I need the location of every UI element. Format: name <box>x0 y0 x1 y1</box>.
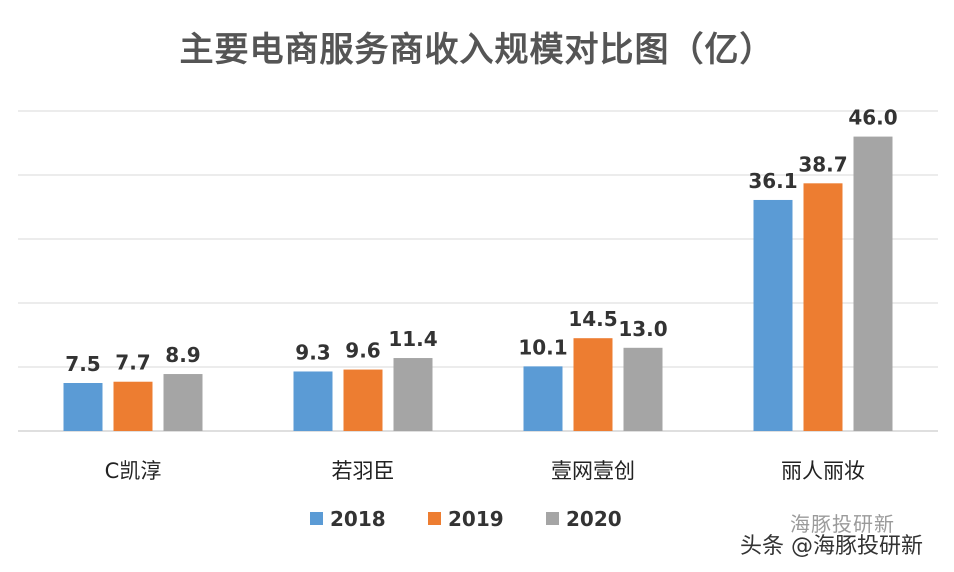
category-label: 丽人丽妆 <box>781 459 865 483</box>
watermark-ghost: 海豚投研新 <box>790 512 895 536</box>
data-label: 7.5 <box>65 352 100 376</box>
data-label: 13.0 <box>618 317 667 341</box>
category-label: C凯淳 <box>105 459 162 483</box>
data-label: 9.6 <box>345 339 380 363</box>
bar-2019-2 <box>573 338 613 431</box>
data-label: 46.0 <box>848 106 897 130</box>
legend-swatch <box>546 512 559 525</box>
bar-2019-1 <box>343 369 383 431</box>
category-label: 若羽臣 <box>332 459 395 483</box>
data-label: 36.1 <box>748 169 797 193</box>
legend-label: 2019 <box>448 507 504 531</box>
bar-2019-0 <box>113 381 153 431</box>
data-label: 14.5 <box>568 307 617 331</box>
chart-title: 主要电商服务商收入规模对比图（亿） <box>179 30 775 70</box>
watermark: 头条 @海豚投研新 <box>740 534 923 559</box>
bar-2019-3 <box>803 183 843 431</box>
legend-label: 2020 <box>566 507 622 531</box>
data-label: 7.7 <box>115 351 150 375</box>
bar-2020-1 <box>393 358 433 431</box>
bar-2018-2 <box>523 366 563 431</box>
legend-swatch <box>310 512 323 525</box>
bar-2018-0 <box>63 383 103 431</box>
data-label: 9.3 <box>295 340 330 364</box>
data-label: 10.1 <box>518 335 567 359</box>
category-label: 壹网壹创 <box>551 459 635 483</box>
bar-2020-2 <box>623 347 663 431</box>
legend-label: 2018 <box>330 507 386 531</box>
bar-2018-1 <box>293 371 333 431</box>
data-label: 11.4 <box>388 327 437 351</box>
legend-swatch <box>428 512 441 525</box>
bar-2020-0 <box>163 374 203 431</box>
bar-2018-3 <box>753 199 793 431</box>
data-label: 38.7 <box>798 152 847 176</box>
data-label: 8.9 <box>165 343 200 367</box>
bar-2020-3 <box>853 136 893 431</box>
